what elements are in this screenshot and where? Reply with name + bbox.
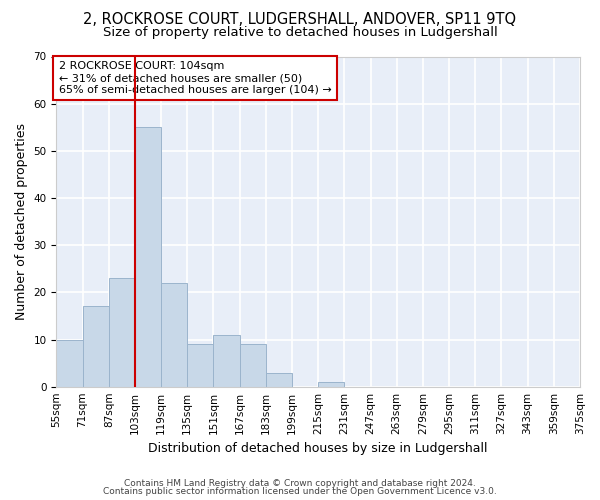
Text: 2 ROCKROSE COURT: 104sqm
← 31% of detached houses are smaller (50)
65% of semi-d: 2 ROCKROSE COURT: 104sqm ← 31% of detach… bbox=[59, 62, 332, 94]
Bar bbox=[239, 344, 266, 387]
Bar bbox=[187, 344, 214, 387]
X-axis label: Distribution of detached houses by size in Ludgershall: Distribution of detached houses by size … bbox=[148, 442, 488, 455]
Bar bbox=[161, 283, 187, 387]
Bar bbox=[214, 335, 239, 386]
Bar bbox=[318, 382, 344, 386]
Text: Contains HM Land Registry data © Crown copyright and database right 2024.: Contains HM Land Registry data © Crown c… bbox=[124, 478, 476, 488]
Bar bbox=[135, 128, 161, 386]
Text: Contains public sector information licensed under the Open Government Licence v3: Contains public sector information licen… bbox=[103, 488, 497, 496]
Text: Size of property relative to detached houses in Ludgershall: Size of property relative to detached ho… bbox=[103, 26, 497, 39]
Bar bbox=[109, 278, 135, 386]
Y-axis label: Number of detached properties: Number of detached properties bbox=[15, 123, 28, 320]
Bar bbox=[266, 372, 292, 386]
Text: 2, ROCKROSE COURT, LUDGERSHALL, ANDOVER, SP11 9TQ: 2, ROCKROSE COURT, LUDGERSHALL, ANDOVER,… bbox=[83, 12, 517, 28]
Bar bbox=[56, 340, 83, 386]
Bar bbox=[83, 306, 109, 386]
